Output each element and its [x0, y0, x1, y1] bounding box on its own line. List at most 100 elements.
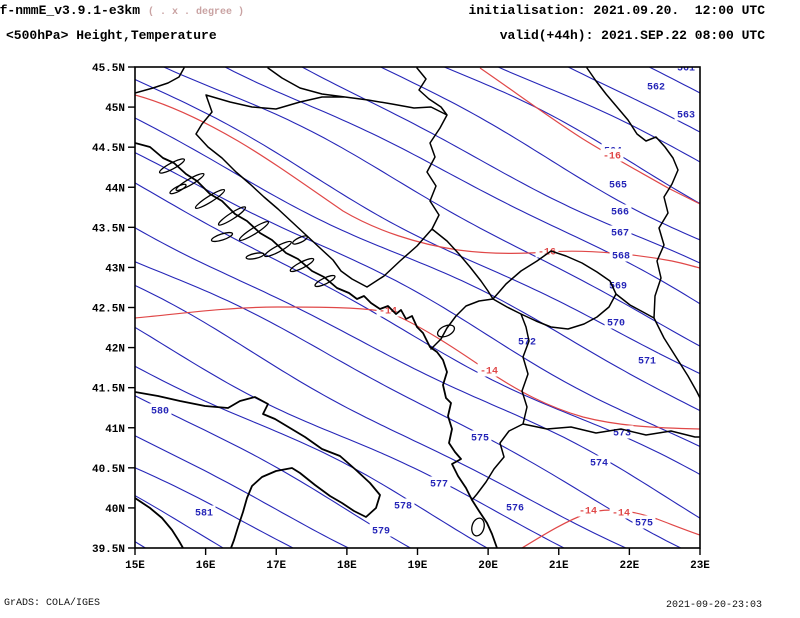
- x-axis-tick-label: 18E: [337, 560, 357, 572]
- temp-contour-label-mask: [600, 148, 624, 162]
- height-contour-line: [135, 326, 566, 548]
- height-contour-line: [135, 435, 350, 548]
- grads-credit: GrADS: COLA/IGES: [4, 598, 101, 609]
- height-contour-label: 575: [635, 519, 653, 530]
- height-contour-line: [379, 67, 700, 241]
- island: [217, 206, 247, 226]
- height-contour-label: 574: [590, 459, 608, 470]
- height-contour-label-mask: [609, 248, 633, 262]
- height-contour-label: 581: [195, 509, 213, 520]
- island: [169, 183, 187, 195]
- height-contour-label-mask: [369, 523, 393, 537]
- temp-contour-label-mask: [576, 503, 600, 517]
- height-contour-line: [135, 284, 628, 548]
- temp-contour-line: [135, 94, 700, 269]
- corfu-island: [471, 517, 485, 537]
- height-contour-line: [300, 67, 700, 264]
- height-contour-label-mask: [674, 107, 698, 121]
- x-axis-tick-label: 22E: [619, 560, 639, 572]
- x-axis-tick-label: 17E: [266, 560, 286, 572]
- x-axis-tick-label: 16E: [196, 560, 216, 572]
- height-contour-line: [135, 227, 700, 519]
- height-contour-label: 571: [638, 357, 656, 368]
- model-title-line: wrf-nmmE_v3.9.1-e3km ( . x . degree ): [0, 3, 244, 18]
- temperature-contour-group: [135, 67, 700, 548]
- y-axis-tick-label: 45N: [105, 103, 125, 115]
- height-contour-label-mask: [587, 455, 611, 469]
- x-axis-tick-label: 21E: [549, 560, 569, 572]
- height-contour-label: 573: [613, 429, 631, 440]
- height-contour-label: 561: [677, 64, 695, 75]
- temp-contour-label-mask: [535, 244, 559, 258]
- height-contour-label: 572: [518, 338, 536, 349]
- temp-contour-line: [135, 306, 700, 430]
- creation-timestamp: 2021-09-20-23:03: [665, 600, 762, 611]
- height-contour-label: 565: [609, 181, 627, 192]
- height-contour-label-mask: [192, 505, 216, 519]
- y-axis-tick-label: 44N: [105, 183, 125, 195]
- height-contour-label-mask: [468, 430, 492, 444]
- y-axis-tick-label: 45.5N: [92, 63, 125, 75]
- height-contour-group: [135, 67, 700, 548]
- temp-contour-label-mask: [609, 505, 633, 519]
- island: [264, 240, 292, 258]
- geography: [135, 67, 700, 548]
- height-contour-label: 563: [677, 111, 695, 122]
- island: [314, 274, 336, 288]
- height-contour-line: [135, 151, 700, 448]
- valid-time: valid(+44h): 2021.SEP.22 08:00 UTC: [499, 28, 765, 43]
- height-contour-labels: 5615625635645655665675685695705715725735…: [148, 64, 698, 538]
- temp-contour-label-mask: [477, 363, 501, 377]
- height-contour-label: 566: [611, 208, 629, 219]
- island: [245, 252, 265, 260]
- height-contour-label-mask: [604, 315, 628, 329]
- model-name: wrf-nmmE_v3.9.1-e3km: [0, 3, 141, 18]
- y-axis-tick-label: 41N: [105, 424, 125, 436]
- adriatic-coastline: [135, 142, 498, 548]
- height-contour-label: 570: [607, 319, 625, 330]
- island: [194, 188, 226, 210]
- y-axis-tick-label: 39.5N: [92, 544, 125, 556]
- y-axis-tick-label: 44.5N: [92, 143, 125, 155]
- x-axis-tick-label: 19E: [408, 560, 428, 572]
- height-contour-label-mask: [635, 353, 659, 367]
- island: [210, 231, 234, 243]
- temp-contour-label: -14: [579, 507, 597, 518]
- height-contour-line: [566, 67, 700, 133]
- height-contour-label-mask: [148, 403, 172, 417]
- height-contour-label-mask: [632, 515, 656, 529]
- height-contour-label: 579: [372, 527, 390, 538]
- height-contour-label-mask: [427, 476, 451, 490]
- height-contour-label: 569: [609, 282, 627, 293]
- temp-contour-label: -16: [603, 152, 621, 163]
- height-contour-line: [135, 395, 412, 548]
- island: [292, 235, 308, 245]
- height-contour-line: [135, 467, 295, 548]
- temp-contour-label: -14: [480, 367, 498, 378]
- x-axis-tick-label: 20E: [478, 560, 498, 572]
- initialisation-time: initialisation: 2021.09.20. 12:00 UTC: [468, 3, 765, 18]
- height-contour-label-mask: [391, 498, 415, 512]
- model-resolution: ( . x . degree ): [148, 7, 245, 18]
- height-contour-label: 567: [611, 229, 629, 240]
- y-axis-tick-label: 42N: [105, 344, 125, 356]
- plot-variable-title: <500hPa> Height,Temperature: [6, 28, 217, 43]
- height-contour-label: 568: [612, 252, 630, 263]
- height-contour-label-mask: [606, 177, 630, 191]
- height-contour-label-mask: [610, 425, 634, 439]
- dalmatian-islands: [158, 158, 485, 537]
- height-contour-label: 576: [506, 504, 524, 515]
- height-contour-line: [162, 67, 700, 347]
- height-contour-label: 578: [394, 502, 412, 513]
- island: [289, 257, 315, 273]
- italy-coastline: [135, 391, 381, 548]
- height-contour-label-mask: [606, 278, 630, 292]
- y-axis-tick-label: 41.5N: [92, 384, 125, 396]
- y-axis-tick-label: 43.5N: [92, 223, 125, 235]
- height-contour-label-mask: [503, 500, 527, 514]
- height-contour-line: [496, 67, 700, 163]
- x-axis-tick-label: 23E: [690, 560, 710, 572]
- y-axis-tick-label: 40N: [105, 504, 125, 516]
